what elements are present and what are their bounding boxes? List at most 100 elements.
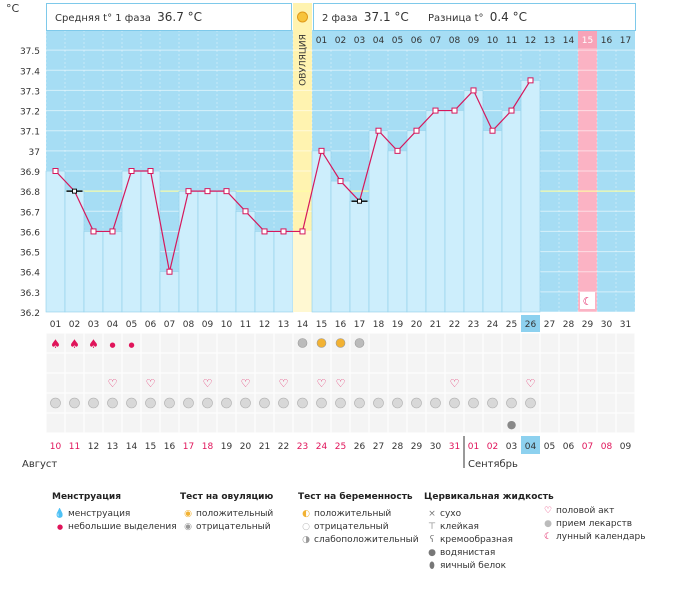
cycle-day-label: 20 — [411, 320, 423, 330]
date-label: 22 — [278, 442, 289, 452]
temperature-point — [128, 168, 135, 174]
dry-icon: × — [428, 509, 436, 519]
symptom-rows: ♠ ♠ ♠ ● ● ♡ ♡ ♡ ♡ ♡ ♡ ♡ ♡ ♡ ● — [46, 333, 635, 433]
phase2-day-cell — [426, 30, 445, 48]
intercourse-icon: ♡ — [279, 377, 289, 390]
symptom-cell — [502, 353, 521, 373]
temperature-bar — [102, 231, 123, 313]
phase2-day-number: 15 — [582, 36, 593, 46]
cycle-day-label: 29 — [582, 320, 594, 330]
phase2-day-cell — [445, 30, 464, 48]
pill-icon — [183, 397, 194, 409]
temperature-bar — [140, 170, 161, 313]
symptom-cell — [445, 353, 464, 373]
pill-icon — [107, 397, 118, 409]
symptom-cell — [388, 373, 407, 393]
temperature-bar — [83, 231, 104, 313]
symptom-cell — [407, 413, 426, 433]
pill-icon — [525, 397, 536, 409]
date-label: 07 — [582, 442, 593, 452]
temperature-point — [489, 127, 496, 134]
legend-cf-watery-text: водянистая — [440, 548, 496, 558]
legend-title-cervical: Цервикальная жидкость — [424, 492, 554, 502]
menstruation-icon: ♠ — [88, 337, 99, 351]
temperature-point — [451, 107, 458, 114]
cycle-day-label: 15 — [316, 320, 327, 330]
symptom-cell — [122, 373, 141, 393]
symptom-cell — [46, 413, 65, 433]
symptom-cell — [141, 353, 160, 373]
symptom-cell — [445, 333, 464, 353]
symptom-cell — [331, 373, 350, 393]
cycle-day-label: 05 — [126, 320, 137, 330]
symptom-cell — [293, 373, 312, 393]
symptom-cell — [369, 353, 388, 373]
phase2-value: 37.1 °C — [363, 10, 409, 24]
symptom-cell — [160, 353, 179, 373]
diff-value: 0.4 °C — [489, 10, 527, 24]
date-label: 09 — [620, 442, 632, 452]
symptom-cell — [616, 353, 635, 373]
symptom-cell — [274, 353, 293, 373]
temperature-point — [242, 208, 249, 215]
temperature-point — [280, 228, 287, 235]
temperature-point — [204, 188, 211, 195]
pill-icon — [487, 397, 498, 409]
pill-icon — [430, 397, 441, 409]
symptom-cell — [179, 353, 198, 373]
cycle-day-label: 12 — [259, 320, 270, 330]
ovulation-test-icon — [354, 338, 365, 348]
symptom-cell — [84, 413, 103, 433]
legend-cf-eggwhite-text: яичный белок — [440, 561, 507, 571]
temperature-bar — [463, 90, 484, 313]
intercourse-icon: ♡ — [336, 377, 346, 390]
symptom-cell — [388, 353, 407, 373]
month-september: Сентябрь — [468, 459, 518, 470]
temperature-bar — [293, 231, 312, 312]
symptom-cell — [103, 353, 122, 373]
symptom-cell — [350, 413, 369, 433]
temperature-point — [337, 178, 344, 185]
temperature-polyline — [55, 80, 532, 272]
symptom-cell — [331, 353, 350, 373]
temperature-point — [72, 188, 77, 194]
phase2-day-cell — [331, 30, 350, 48]
symptom-cell — [122, 353, 141, 373]
symptom-cell — [578, 413, 597, 433]
temperature-bar — [64, 190, 85, 313]
symptom-cell — [236, 373, 255, 393]
symptom-cell — [65, 353, 84, 373]
temperature-point — [52, 168, 59, 174]
temperature-point — [432, 107, 439, 114]
y-tick-label: 36.5 — [20, 249, 40, 259]
cycle-day-label: 06 — [145, 320, 157, 330]
ovulation-test-icon — [316, 338, 327, 348]
symptom-cell — [502, 373, 521, 393]
pregnancy-positive-icon: ◐ — [302, 509, 310, 519]
spotting-icon: ● — [109, 341, 115, 349]
phase2-day-cell — [483, 30, 502, 48]
moon-icon: ☾ — [543, 532, 553, 542]
temperature-bar — [520, 80, 541, 313]
y-tick-label: 37.2 — [20, 108, 40, 118]
symptom-cell — [103, 413, 122, 433]
moon-icon: ☾ — [583, 295, 593, 308]
phase2-day-number: 07 — [430, 36, 441, 46]
phase2-day-cell — [388, 30, 407, 48]
symptom-cell — [160, 333, 179, 353]
spotting-icon: ● — [128, 341, 134, 349]
legend-cf-sticky-text: клейкая — [440, 522, 479, 532]
date-label: 29 — [411, 442, 423, 452]
creamy-icon: ʕ — [429, 535, 435, 545]
temperature-point — [318, 147, 325, 154]
symptom-cell — [559, 413, 578, 433]
cycle-day-label: 24 — [487, 320, 499, 330]
symptom-cell — [464, 373, 483, 393]
symptom-cell — [559, 333, 578, 353]
temperature-point — [375, 127, 382, 134]
symptom-cell — [388, 333, 407, 353]
cycle-day-label: 21 — [430, 320, 441, 330]
date-label: 10 — [50, 442, 62, 452]
temperature-bar — [368, 130, 389, 313]
symptom-cell — [255, 373, 274, 393]
